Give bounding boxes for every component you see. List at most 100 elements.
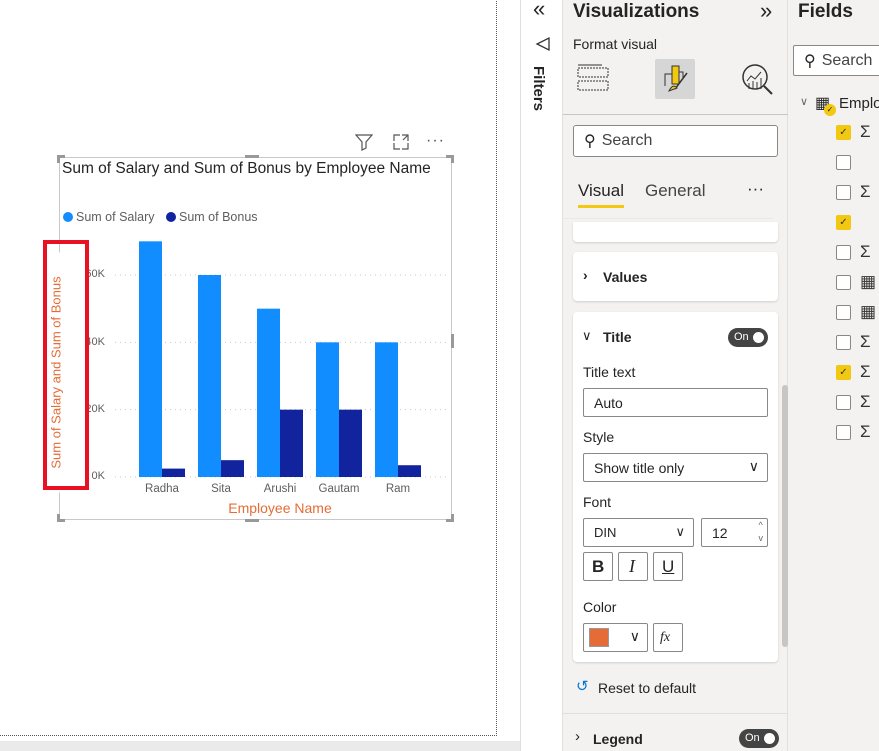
font-label: Font [583,494,612,510]
table-name[interactable]: Emplo [839,95,879,112]
y-tick-label: 60K [85,268,105,280]
bar-bonus-arushi[interactable] [280,409,303,477]
bar-salary-arushi[interactable] [257,308,280,477]
format-visual-tab[interactable] [655,59,695,99]
legend-label: Sum of Bonus [179,210,258,224]
font-size-stepper[interactable]: 12 ^ v [701,518,768,547]
search-placeholder: Search [601,132,653,149]
field-checkbox[interactable] [836,335,851,350]
values-label: Values [603,269,648,285]
sigma-icon: Σ [860,242,871,261]
bar-bonus-gautam[interactable] [339,409,362,477]
search-icon: ⚲ [584,133,596,150]
sigma-icon: Σ [860,122,871,141]
legend-item-salary[interactable]: Sum of Salary [63,210,155,224]
title-text-input[interactable]: Auto [583,388,768,417]
color-swatch [589,628,609,647]
title-toggle[interactable]: On [728,328,768,347]
font-family-dropdown[interactable]: DIN ∨ [583,518,694,547]
field-checkbox[interactable] [836,245,851,260]
field-checkbox[interactable] [836,185,851,200]
report-canvas: ··· Sum of Salary and Sum of Bonus by Em… [0,0,520,751]
legend-dot-icon [63,212,73,222]
more-options-icon[interactable]: ··· [426,132,445,149]
double-chevron-right-icon[interactable]: » [760,0,773,23]
build-visual-icon[interactable] [577,64,609,99]
x-tick-label: Gautam [318,483,360,495]
stepper-arrows-icon[interactable]: ^ v [758,520,764,543]
bar-bonus-radha[interactable] [162,468,185,477]
field-checkbox[interactable]: ✓ [836,365,851,380]
chevron-down-icon[interactable]: ∨ [582,328,592,343]
tab-general[interactable]: General [645,181,706,200]
conditional-format-button[interactable]: fx [653,623,683,652]
color-picker[interactable]: ∨ [583,623,648,652]
field-checkbox[interactable] [836,275,851,290]
focus-mode-icon[interactable] [392,133,410,156]
bar-salary-ram[interactable] [375,342,398,477]
calculator-icon: ▦ [860,272,877,291]
italic-button[interactable]: I [618,552,648,581]
bar-salary-gautam[interactable] [316,342,339,477]
format-search-input[interactable]: ⚲ Search [573,125,778,157]
tab-visual[interactable]: Visual [578,181,624,208]
x-axis-title: Employee Name [228,500,332,516]
sigma-icon: Σ [860,422,871,441]
legend-item-bonus[interactable]: Sum of Bonus [166,210,258,224]
filter-icon [535,36,551,57]
underline-button[interactable]: U [653,552,683,581]
field-checkbox[interactable]: ✓ [836,215,851,230]
x-tick-label: Radha [145,483,179,495]
fields-search-input[interactable]: ⚲ Search [793,45,879,76]
bar-bonus-ram[interactable] [398,465,421,477]
reset-to-default-link[interactable]: Reset to default [598,680,697,696]
field-checkbox[interactable] [836,395,851,410]
legend-section-label[interactable]: Legend [593,731,643,747]
legend-label: Sum of Salary [76,210,155,224]
chevron-down-icon[interactable]: ∨ [800,96,809,108]
chart-title: Sum of Salary and Sum of Bonus by Employ… [62,160,431,177]
title-section-label[interactable]: Title [603,329,632,345]
horizontal-scrollbar[interactable] [0,741,520,751]
font-value: DIN [594,525,617,540]
field-checkbox[interactable] [836,155,851,170]
x-tick-label: Ram [385,483,411,495]
values-section[interactable]: › Values [573,252,778,301]
check-badge-icon: ✓ [824,104,836,116]
sigma-icon: Σ [860,182,871,201]
bold-button[interactable]: B [583,552,613,581]
style-dropdown[interactable]: Show title only ∨ [583,453,768,482]
chevron-down-icon: ∨ [675,524,685,539]
field-checkbox[interactable] [836,425,851,440]
format-visual-label: Format visual [573,36,658,52]
filters-label[interactable]: Filters [530,66,547,112]
chevron-right-icon[interactable]: › [575,728,580,745]
format-pane-scrollbar[interactable] [782,385,788,647]
highlight-annotation-box [43,240,89,490]
double-chevron-left-icon[interactable]: « [533,0,546,21]
title-section: ∨ Title On Title text Auto Style Show ti… [573,312,778,662]
search-icon: ⚲ [804,52,816,70]
font-size-value: 12 [712,524,728,541]
sigma-icon: Σ [860,362,871,381]
funnel-icon[interactable] [354,133,374,156]
y-tick-label: 0K [91,470,105,482]
fields-pane: Fields ⚲ Search ∨ ▦ ✓ Emplo ✓ Σ Σ ✓ Σ ▦ ▦ Σ ✓ Σ Σ Σ [788,0,879,751]
bar-bonus-sita[interactable] [221,460,244,477]
fields-title: Fields [798,1,853,22]
field-checkbox[interactable] [836,305,851,320]
bar-salary-sita[interactable] [198,275,221,477]
style-value: Show title only [594,459,685,476]
analytics-icon[interactable] [741,63,775,100]
paint-brush-icon [655,65,695,103]
search-placeholder: Search [821,51,873,69]
x-tick-label: Arushi [263,483,297,495]
bar-salary-radha[interactable] [139,241,162,477]
filters-pane-collapsed[interactable]: « Filters [520,0,562,751]
color-label: Color [583,599,617,615]
x-tick-label: Sita [211,483,231,495]
legend-toggle[interactable]: On [739,729,779,748]
more-options-icon[interactable]: ··· [747,179,764,198]
field-checkbox[interactable]: ✓ [836,125,851,140]
visualizations-pane: Visualizations » Format visual ⚲ Search … [562,0,789,751]
